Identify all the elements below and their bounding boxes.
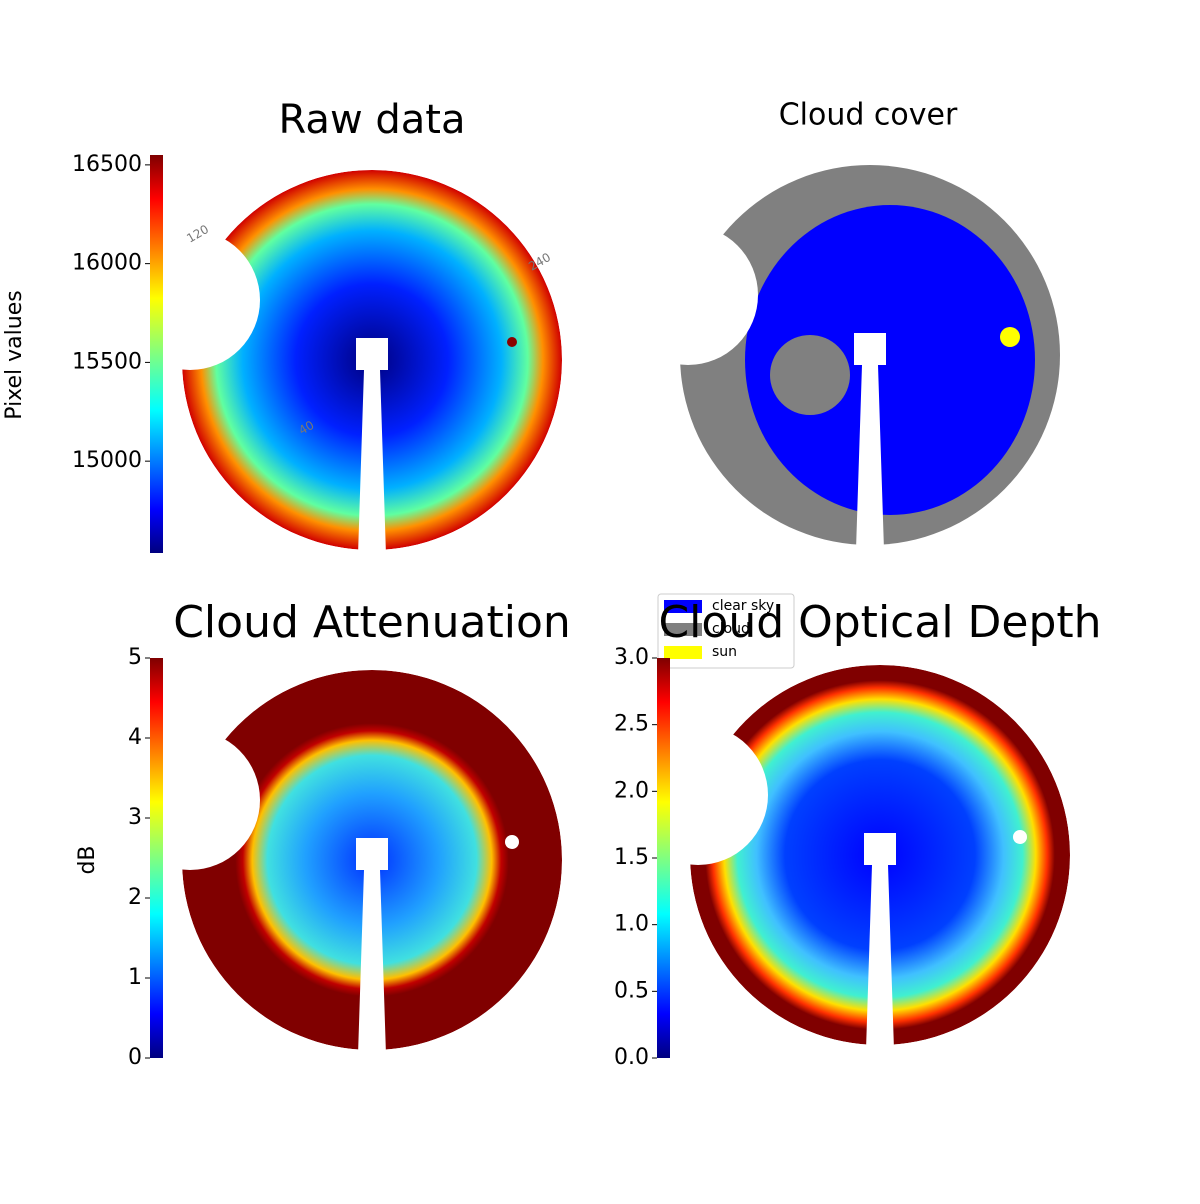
colorbar-tick-label: 2 [128, 885, 142, 910]
colorbar-tick-label: 3 [128, 805, 142, 830]
colorbar-tick-label: 15000 [72, 448, 142, 473]
colorbar-tick-label: 1.0 [614, 912, 649, 937]
colorbar-label: dB [75, 845, 100, 874]
colorbar [657, 658, 670, 1058]
polar-grid-label: 240 [526, 250, 553, 274]
colorbar-tick-label: 15500 [72, 349, 142, 374]
colorbar-tick-label: 1.5 [614, 845, 649, 870]
sky-field [182, 670, 562, 1050]
colorbar [150, 155, 163, 553]
sun [507, 337, 517, 347]
panel-title: Cloud Optical Depth [658, 597, 1101, 648]
colorbar-tick-label: 2.5 [614, 712, 649, 737]
legend-swatch [664, 600, 702, 613]
panel-title: Raw data [279, 97, 466, 143]
sky-image [670, 155, 1070, 555]
clear-sky-region [745, 205, 1035, 515]
legend-label: sun [712, 644, 737, 660]
colorbar-tick-label: 16000 [72, 251, 142, 276]
colorbar-tick-label: 0.0 [614, 1045, 649, 1070]
legend-label: clear sky [712, 598, 774, 614]
colorbar [150, 658, 163, 1058]
legend-swatch [664, 646, 702, 659]
sun [505, 835, 519, 849]
sky-image [182, 170, 562, 550]
colorbar-tick-label: 5 [128, 645, 142, 670]
colorbar-tick-label: 3.0 [614, 645, 649, 670]
polar-grid-label: 40 [296, 418, 316, 438]
panel-title: Cloud cover [779, 98, 958, 133]
sky-field [182, 170, 562, 550]
legend-label: cloud [712, 621, 750, 637]
legend-swatch [664, 623, 702, 636]
colorbar-tick-label: 4 [128, 725, 142, 750]
polar-grid-label: 120 [184, 222, 211, 246]
sky-image [182, 670, 562, 1050]
colorbar-tick-label: 2.0 [614, 778, 649, 803]
sun [1013, 830, 1027, 844]
colorbar-label: Pixel values [2, 290, 27, 419]
colorbar-tick-label: 0.5 [614, 978, 649, 1003]
sky-image [690, 665, 1070, 1045]
sun [1000, 327, 1020, 347]
colorbar-tick-label: 16500 [72, 152, 142, 177]
sky-field [690, 665, 1070, 1045]
cloud-patch [770, 335, 850, 415]
panel-title: Cloud Attenuation [173, 597, 571, 648]
colorbar-tick-label: 1 [128, 965, 142, 990]
colorbar-tick-label: 0 [128, 1045, 142, 1070]
